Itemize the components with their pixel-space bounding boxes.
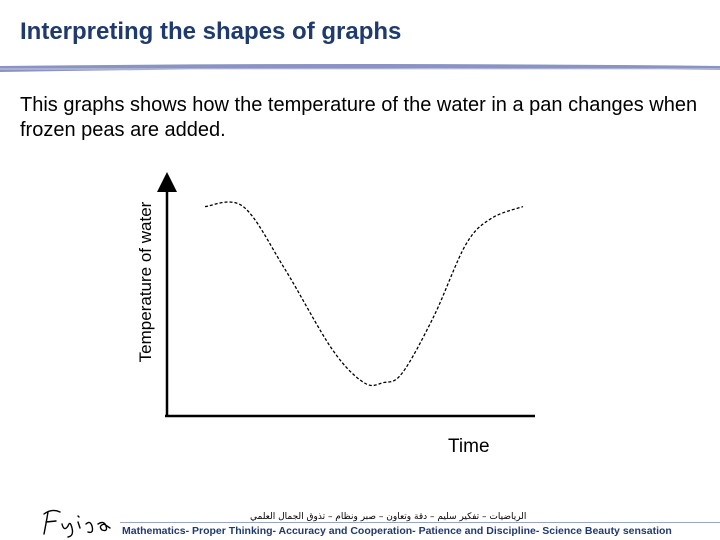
slide-description: This graphs shows how the temperature of… [20,94,698,141]
x-axis-label: Time [448,436,490,457]
footer-divider [120,522,720,523]
title-divider [0,64,720,72]
english-footer-text: Mathematics- Proper Thinking- Accuracy a… [122,525,672,537]
arabic-footer-text: الرياضيات – تفكير سليم – دقة وتعاون – صب… [250,512,527,522]
signature-logo [43,509,111,538]
series-line-0 [204,201,524,387]
slide-title: Interpreting the shapes of graphs [20,18,402,45]
y-axis-label: Temperature of water [136,201,155,363]
